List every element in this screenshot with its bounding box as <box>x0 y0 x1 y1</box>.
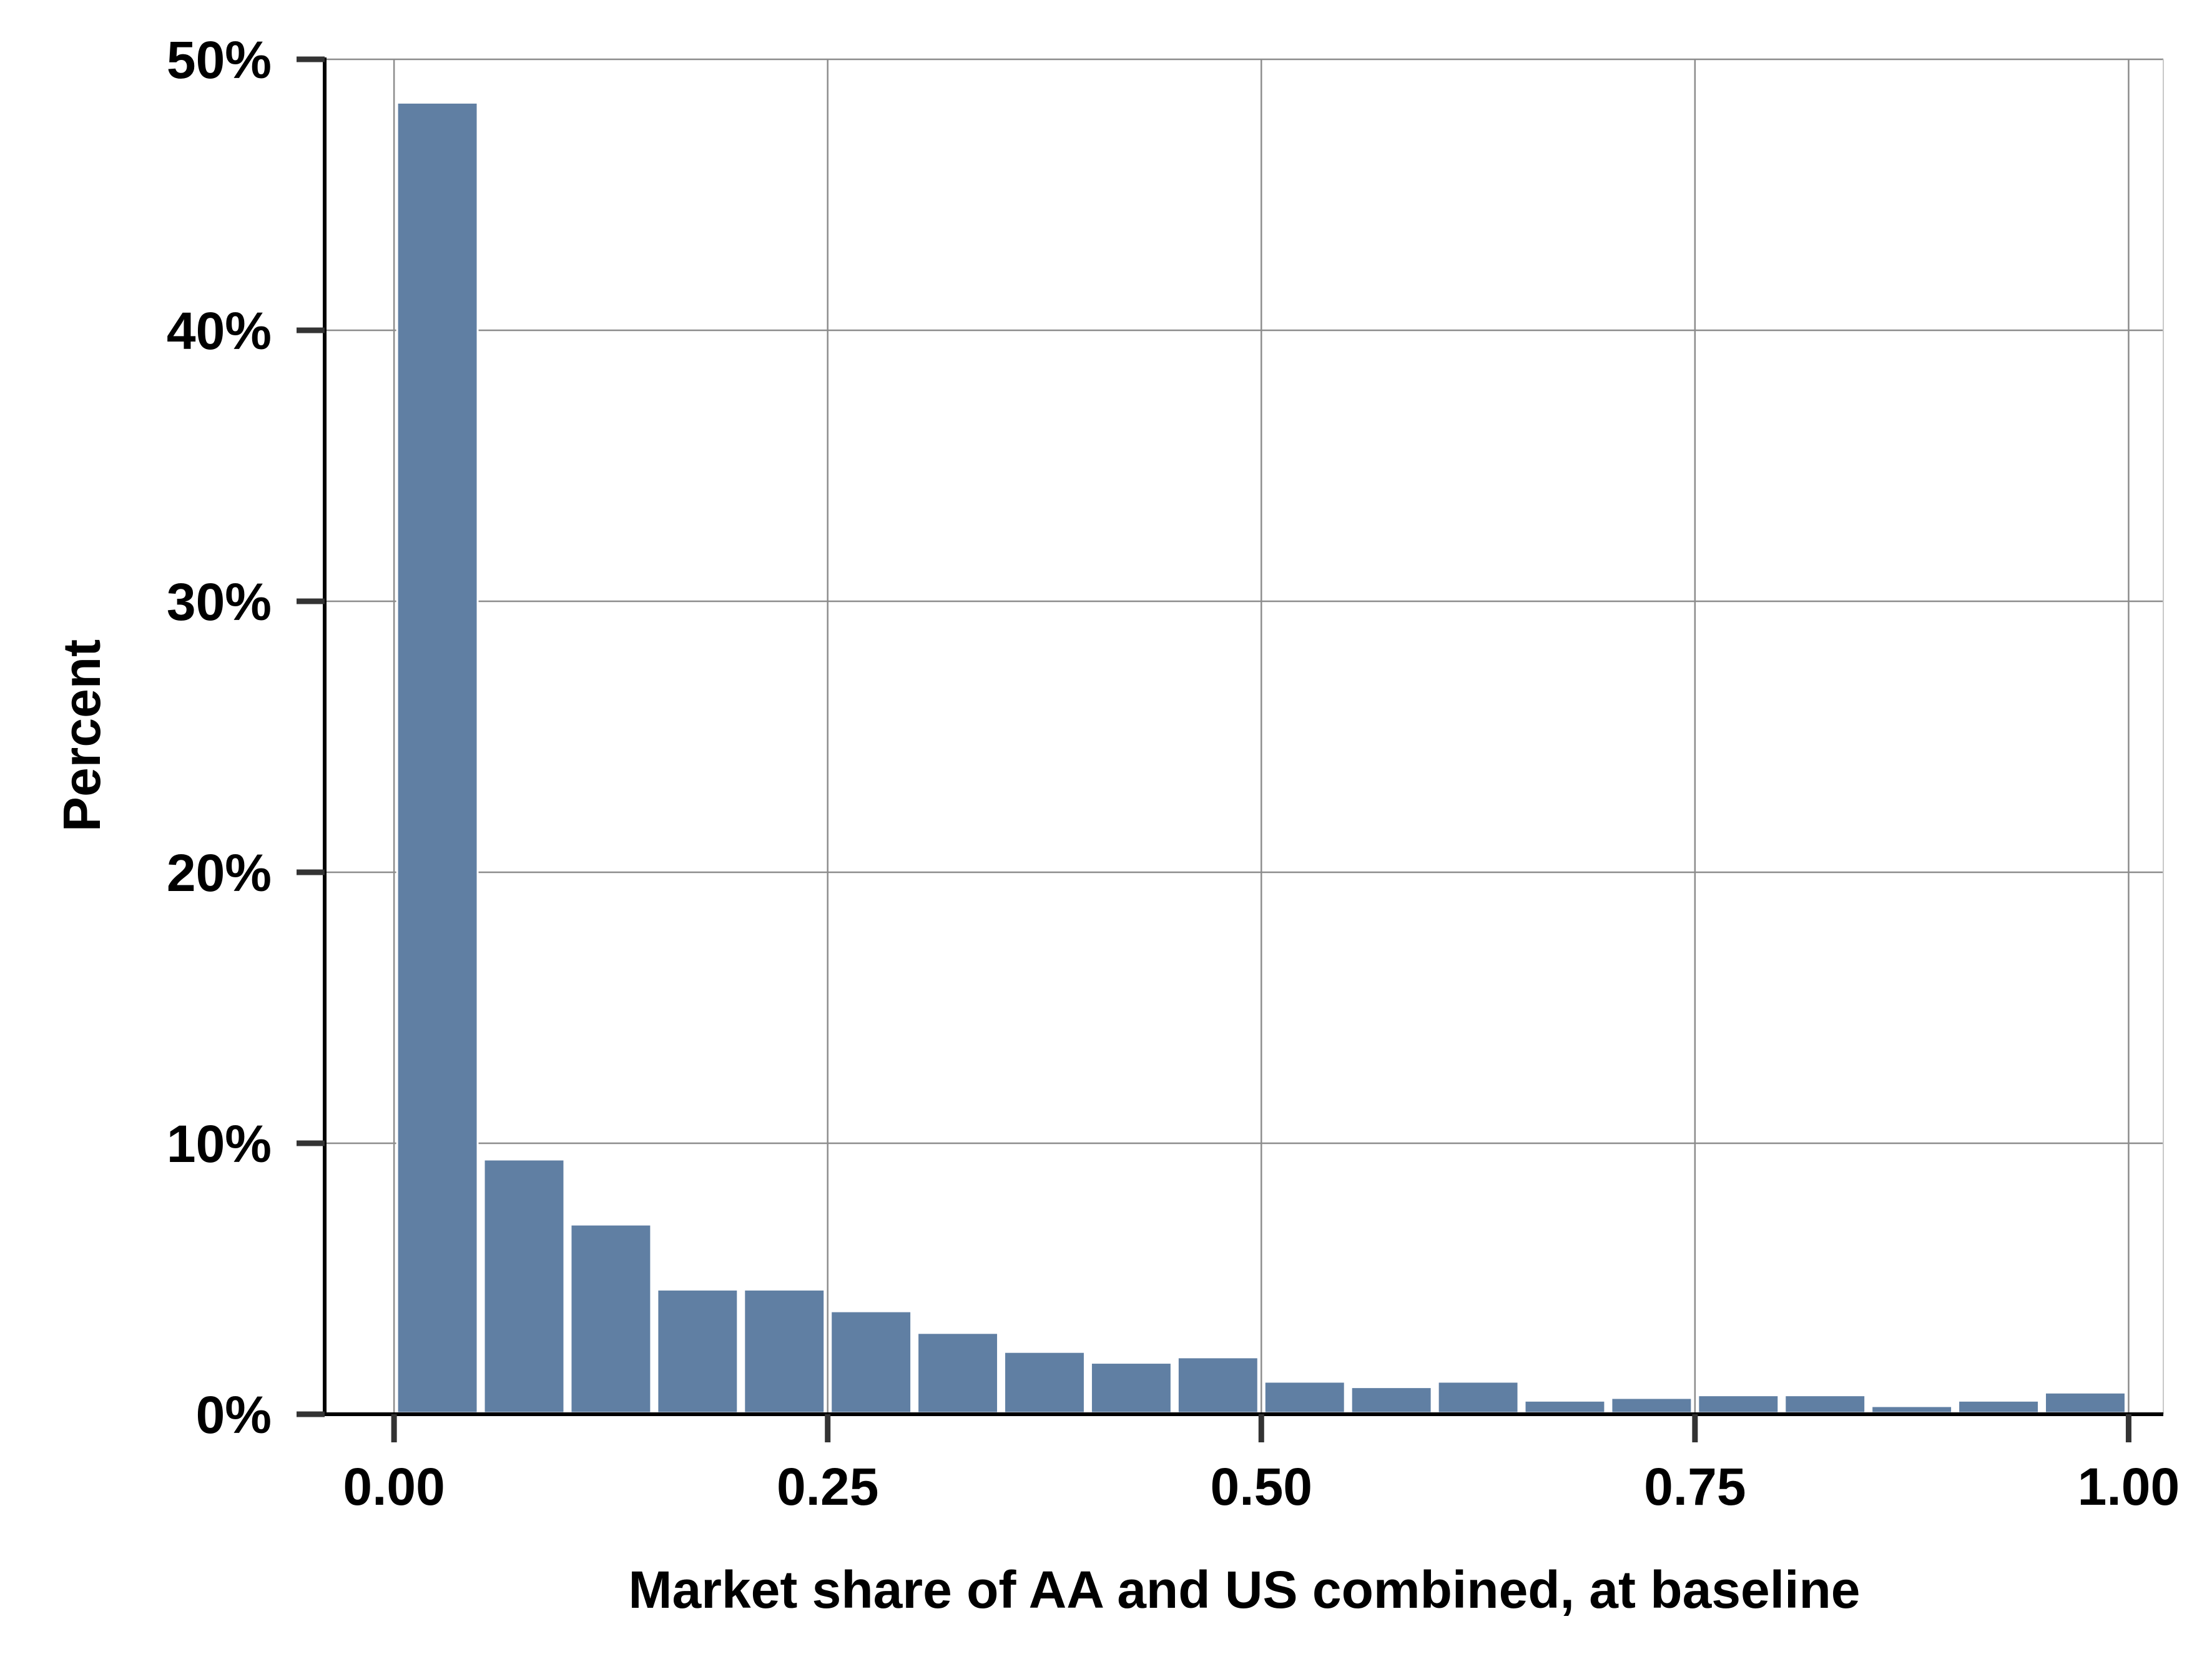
x-axis-title: Market share of AA and US combined, at b… <box>629 1560 1861 1619</box>
y-tick-label: 10% <box>167 1115 272 1173</box>
histogram-bar <box>396 101 479 1414</box>
x-tick-label: 1.00 <box>2078 1457 2180 1516</box>
y-axis-title: Percent <box>52 639 111 832</box>
histogram-bar <box>1437 1381 1520 1414</box>
histogram-bar <box>1697 1394 1780 1414</box>
x-tick-label: 0.75 <box>1644 1457 1746 1516</box>
histogram-bar <box>1610 1397 1693 1414</box>
histogram-bar <box>2044 1391 2126 1414</box>
axes <box>323 57 2163 1416</box>
histogram-bar <box>656 1288 739 1414</box>
x-tick-label: 0.25 <box>777 1457 879 1516</box>
histogram-bar <box>743 1288 826 1414</box>
histogram-bar <box>917 1332 1000 1414</box>
histogram-bar <box>1263 1381 1346 1414</box>
histogram-bar <box>569 1223 652 1414</box>
y-axis-ticks: 0% 10% 20% 30% 40% 50% <box>167 31 325 1444</box>
plot-panel <box>325 59 2163 1414</box>
histogram-bar <box>1870 1405 1954 1414</box>
y-tick-label: 50% <box>167 31 272 89</box>
histogram-bar <box>1957 1399 2040 1414</box>
histogram-bar <box>1523 1399 1606 1414</box>
histogram-bar <box>1350 1386 1433 1414</box>
histogram-bars <box>396 101 2126 1414</box>
x-tick-label: 0.00 <box>343 1457 445 1516</box>
histogram-bar <box>1176 1356 1259 1414</box>
histogram-bar <box>483 1158 566 1414</box>
histogram-bar <box>1003 1351 1086 1414</box>
histogram-bar <box>830 1310 913 1414</box>
histogram-bar <box>1784 1394 1867 1414</box>
y-tick-label: 20% <box>167 844 272 902</box>
grid-lines <box>325 58 2164 1414</box>
x-tick-label: 0.50 <box>1211 1457 1313 1516</box>
y-tick-label: 30% <box>167 573 272 631</box>
x-axis-ticks: 0.00 0.25 0.50 0.75 1.00 <box>343 1414 2180 1516</box>
y-tick-label: 40% <box>167 302 272 360</box>
y-tick-label: 0% <box>196 1386 272 1444</box>
histogram-bar <box>1089 1362 1172 1414</box>
